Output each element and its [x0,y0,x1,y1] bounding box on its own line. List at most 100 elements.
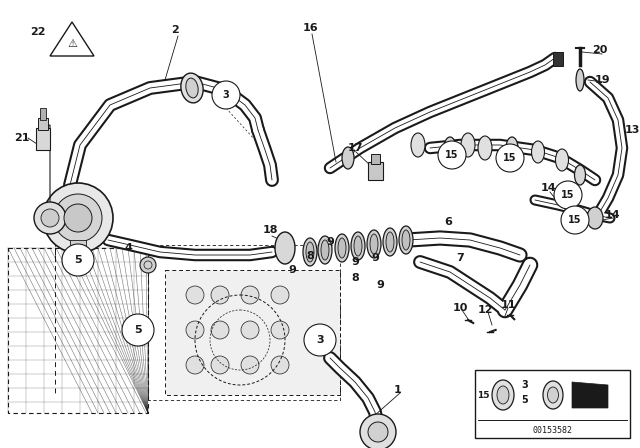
Text: 15: 15 [568,215,582,225]
Text: 15: 15 [445,150,459,160]
Bar [553,52,563,66]
Text: 7: 7 [456,253,464,263]
Bar [8,248,148,413]
Ellipse shape [547,387,559,403]
Text: 2: 2 [171,25,179,35]
Ellipse shape [383,228,397,256]
Ellipse shape [303,238,317,266]
Bar [371,154,380,164]
Circle shape [496,144,524,172]
Circle shape [271,356,289,374]
Circle shape [122,314,154,346]
Text: 5: 5 [134,325,142,335]
Bar [38,118,48,130]
Text: 15: 15 [477,391,489,400]
Bar [70,240,86,252]
Ellipse shape [399,226,413,254]
Ellipse shape [354,236,362,256]
Text: 22: 22 [30,27,45,37]
Circle shape [34,202,66,234]
Ellipse shape [321,240,329,260]
Circle shape [241,356,259,374]
Text: 5: 5 [74,255,82,265]
Text: 9: 9 [351,257,359,267]
Text: 9: 9 [371,253,379,263]
Text: 4: 4 [124,243,132,253]
Text: 6: 6 [444,217,452,227]
Ellipse shape [335,234,349,262]
Text: ⚠: ⚠ [67,39,77,49]
Text: 17: 17 [348,143,363,153]
Ellipse shape [576,69,584,91]
Circle shape [271,286,289,304]
Text: 5: 5 [522,395,529,405]
Circle shape [62,244,94,276]
Ellipse shape [461,133,475,157]
Ellipse shape [351,232,365,260]
Text: 16: 16 [302,23,318,33]
Bar [165,270,340,395]
Text: 20: 20 [592,45,608,55]
Text: 3: 3 [316,335,324,345]
Text: 21: 21 [14,133,29,143]
Circle shape [186,286,204,304]
Circle shape [140,257,156,273]
Circle shape [241,321,259,339]
Circle shape [186,356,204,374]
Circle shape [211,356,229,374]
Circle shape [211,321,229,339]
Bar [40,108,46,120]
Text: 14: 14 [604,210,620,220]
Ellipse shape [386,232,394,252]
Text: 9: 9 [376,280,384,290]
Bar [36,128,50,150]
Ellipse shape [342,147,354,169]
Ellipse shape [338,238,346,258]
Circle shape [41,209,59,227]
Ellipse shape [531,141,545,163]
Text: 8: 8 [351,273,359,283]
Ellipse shape [575,165,586,185]
Ellipse shape [564,195,575,215]
Circle shape [186,321,204,339]
Circle shape [554,181,582,209]
Ellipse shape [506,137,518,159]
Ellipse shape [402,230,410,250]
Circle shape [360,414,396,448]
Ellipse shape [497,386,509,404]
Text: 9: 9 [326,237,334,247]
Circle shape [271,321,289,339]
Text: 18: 18 [262,225,278,235]
Ellipse shape [492,380,514,410]
Text: 9: 9 [288,265,296,275]
Ellipse shape [306,242,314,262]
Circle shape [368,422,388,442]
Ellipse shape [411,133,425,157]
Bar [475,370,630,438]
Ellipse shape [275,232,295,264]
Text: 00153582: 00153582 [532,426,573,435]
Ellipse shape [587,207,603,229]
Text: 11: 11 [500,300,516,310]
Text: 3: 3 [522,380,529,390]
Circle shape [54,194,102,242]
Text: 14: 14 [540,183,556,193]
Circle shape [64,204,92,232]
Ellipse shape [181,73,203,103]
Ellipse shape [318,236,332,264]
Ellipse shape [556,149,568,171]
Ellipse shape [478,136,492,160]
Circle shape [561,206,589,234]
Text: 19: 19 [594,75,610,85]
Circle shape [304,324,336,356]
Ellipse shape [543,381,563,409]
Circle shape [211,286,229,304]
Ellipse shape [444,137,456,159]
Circle shape [241,286,259,304]
Text: 15: 15 [561,190,575,200]
Text: 10: 10 [452,303,468,313]
Circle shape [212,81,240,109]
Text: 1: 1 [394,385,402,395]
Circle shape [438,141,466,169]
Text: 8: 8 [306,251,314,261]
